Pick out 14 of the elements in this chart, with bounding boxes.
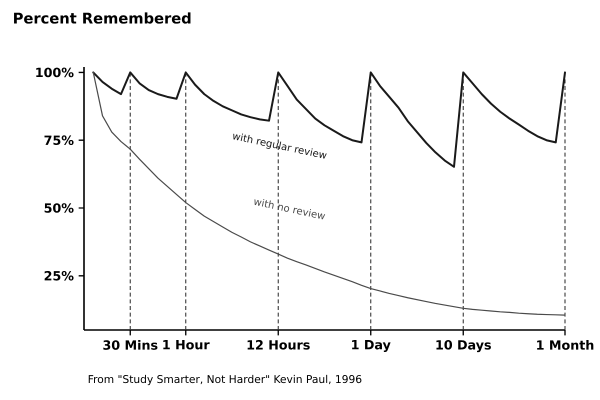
y-tick-label: 25% <box>44 270 74 281</box>
text: with regular review <box>233 133 327 159</box>
text: with no review <box>254 199 326 220</box>
x-tick-label: 10 Days <box>436 340 491 352</box>
x-tick-label: 30 Mins <box>103 340 158 350</box>
x-tick-label: 12 Hours <box>248 340 310 350</box>
y-tick-label: 50% <box>44 203 74 213</box>
text: From "Study Smarter, Not Harder" Kevin Paul, 1996 <box>88 374 362 386</box>
x-tick-label: 1 Hour <box>163 340 210 350</box>
x-tick-label: 1 Day <box>352 340 391 352</box>
y-tick-label: 100% <box>36 68 74 78</box>
y-tick-label: 75% <box>44 135 74 146</box>
y-axis-title: Percent Remembered <box>14 12 190 24</box>
x-tick-label: 1 Month <box>537 340 594 350</box>
